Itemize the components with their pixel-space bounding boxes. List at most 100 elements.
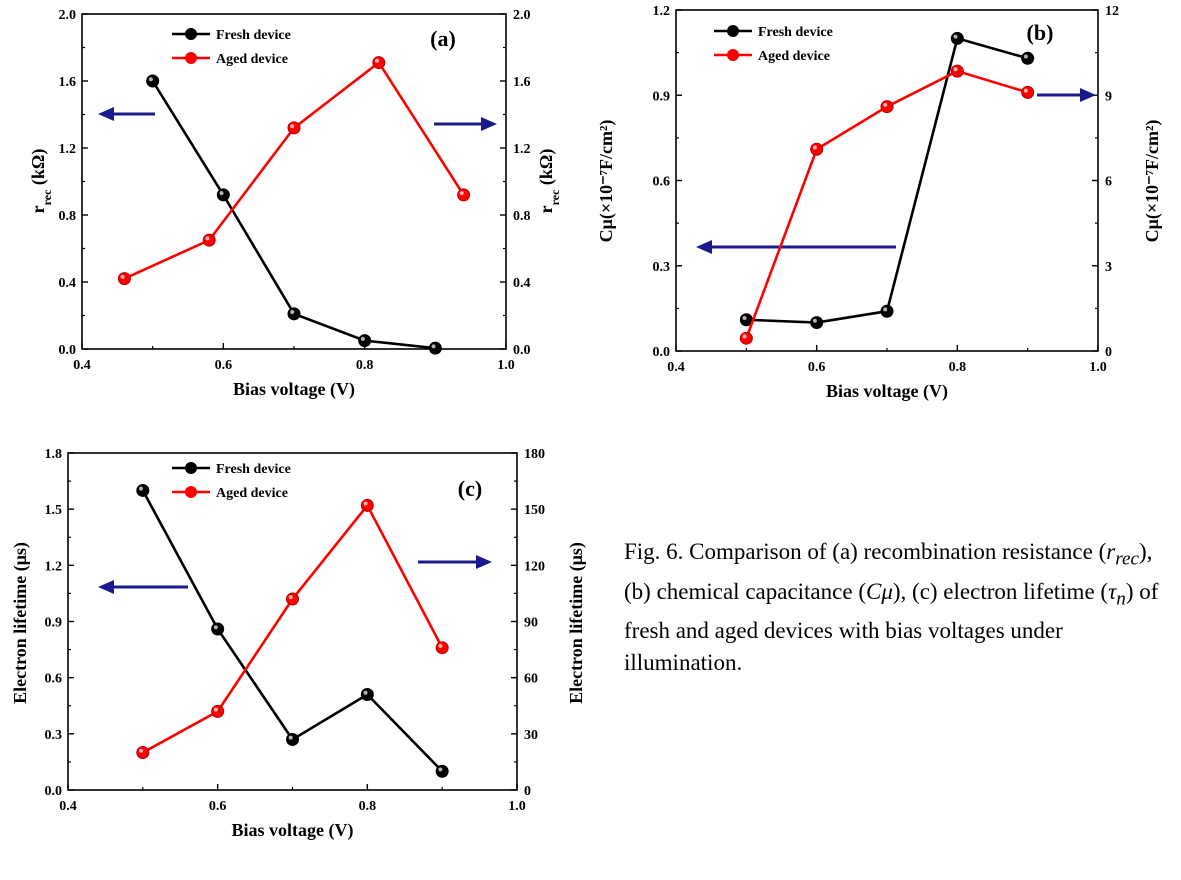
y-left-tick-label: 0.8 [59, 209, 77, 224]
x-tick-label: 0.8 [356, 358, 374, 373]
panel-label: (c) [458, 476, 482, 501]
y-left-tick-label: 0.4 [59, 276, 77, 291]
data-point-highlight [360, 336, 365, 341]
figure-caption: Fig. 6. Comparison of (a) recombination … [624, 536, 1169, 679]
y-right-tick-label: 90 [524, 616, 538, 631]
data-point [136, 483, 150, 497]
y-right-tick-label: 0.0 [513, 343, 531, 358]
data-point-highlight [812, 318, 817, 323]
caption-cmu: Cμ [865, 578, 893, 604]
data-point-highlight [742, 315, 747, 320]
data-point-highlight [375, 58, 379, 63]
y-left-tick-label: 0.0 [45, 784, 63, 799]
data-point-highlight [139, 486, 144, 491]
x-tick-label: 0.4 [73, 358, 91, 373]
y-right-tick-label: 0 [1105, 345, 1112, 360]
y-left-tick-label: 1.2 [653, 4, 671, 19]
panel-label: (b) [1027, 20, 1054, 45]
y-left-tick-label: 0.6 [45, 672, 63, 687]
data-point-highlight [1023, 88, 1028, 93]
legend-label: Fresh device [216, 462, 291, 477]
x-axis-title: Bias voltage (V) [232, 820, 354, 841]
data-point-highlight [120, 274, 125, 279]
caption-mid1: ), (b) chemical capacitance ( [624, 539, 1153, 604]
y-right-tick-label: 0.8 [513, 209, 531, 224]
arrow-left-icon [696, 240, 712, 254]
y-left-tick-label: 0.6 [653, 175, 671, 190]
data-point-highlight [438, 767, 443, 772]
y-right-tick-label: 0 [524, 784, 531, 799]
y-right-tick-label: 2.0 [513, 8, 531, 23]
y-right-axis-title: Cμ(×10⁻⁷F/cm²) [1142, 120, 1163, 243]
caption-lead: Fig. 6. Comparison of (a) recombination … [624, 539, 1107, 564]
y-right-tick-label: 1.6 [513, 75, 531, 90]
y-right-tick-label: 30 [524, 728, 538, 743]
y-left-tick-label: 1.6 [59, 75, 77, 90]
arrow-left-icon [98, 107, 114, 121]
y-left-tick-label: 0.0 [59, 343, 77, 358]
data-point [360, 498, 374, 512]
y-left-tick-label: 1.2 [59, 142, 77, 157]
legend-label: Fresh device [758, 25, 833, 40]
data-point-highlight [148, 77, 153, 82]
series-line [142, 503, 444, 754]
data-point [136, 746, 150, 760]
x-axis-title: Bias voltage (V) [826, 381, 948, 402]
data-point-highlight [213, 707, 218, 712]
legend-swatch-marker [185, 28, 197, 40]
x-tick-label: 1.0 [1089, 360, 1107, 375]
panel-label: (a) [430, 26, 456, 51]
arrow-right-icon [476, 555, 492, 569]
data-point-highlight [290, 310, 295, 315]
data-point [435, 764, 449, 778]
x-tick-label: 0.4 [667, 360, 685, 375]
data-point-highlight [953, 34, 958, 39]
caption-tail: ) of fresh and aged devices with bias vo… [624, 578, 1159, 676]
legend-swatch-marker [727, 49, 739, 61]
y-right-tick-label: 1.2 [513, 142, 531, 157]
caption-mid2: ), (c) electron lifetime ( [892, 578, 1109, 604]
data-point-highlight [812, 145, 817, 150]
data-point-highlight [139, 748, 144, 753]
x-tick-label: 0.8 [359, 799, 377, 814]
data-point-highlight [431, 344, 436, 349]
data-point-highlight [883, 307, 888, 312]
y-right-tick-label: 3 [1105, 260, 1112, 275]
data-point-highlight [438, 643, 443, 648]
x-tick-label: 0.6 [215, 358, 233, 373]
data-point-highlight [953, 67, 958, 72]
caption-tau-sub: n [1116, 588, 1126, 610]
y-right-axis-title: rrec (kΩ) [536, 149, 562, 214]
y-right-tick-label: 12 [1105, 4, 1119, 19]
legend-label: Aged device [758, 49, 830, 64]
data-point-highlight [883, 102, 888, 107]
data-point-highlight [742, 334, 747, 339]
legend-label: Aged device [216, 52, 288, 67]
data-point [435, 641, 449, 655]
y-right-tick-label: 0.4 [513, 276, 531, 291]
y-left-tick-label: 1.5 [45, 503, 63, 518]
data-point-highlight [1023, 54, 1028, 59]
y-left-tick-label: 0.3 [653, 260, 671, 275]
y-left-tick-label: 0.9 [45, 616, 63, 631]
y-right-tick-label: 9 [1105, 89, 1112, 104]
x-tick-label: 0.4 [59, 799, 77, 814]
arrow-right-icon [1080, 88, 1096, 102]
y-left-tick-label: 0.0 [653, 345, 671, 360]
y-right-tick-label: 60 [524, 672, 538, 687]
y-left-tick-label: 0.3 [45, 728, 63, 743]
y-right-tick-label: 120 [524, 559, 545, 574]
data-point-highlight [363, 501, 368, 506]
legend-swatch-marker [727, 25, 739, 37]
legend-swatch-marker [185, 462, 197, 474]
data-point-highlight [213, 625, 218, 630]
data-point-highlight [288, 595, 293, 600]
y-left-axis-title: Electron lifetime (μs) [10, 542, 31, 704]
y-left-tick-label: 1.8 [45, 447, 63, 462]
data-point-highlight [205, 236, 210, 241]
data-point-highlight [219, 191, 224, 196]
y-left-tick-label: 2.0 [59, 8, 77, 23]
x-tick-label: 0.6 [808, 360, 826, 375]
